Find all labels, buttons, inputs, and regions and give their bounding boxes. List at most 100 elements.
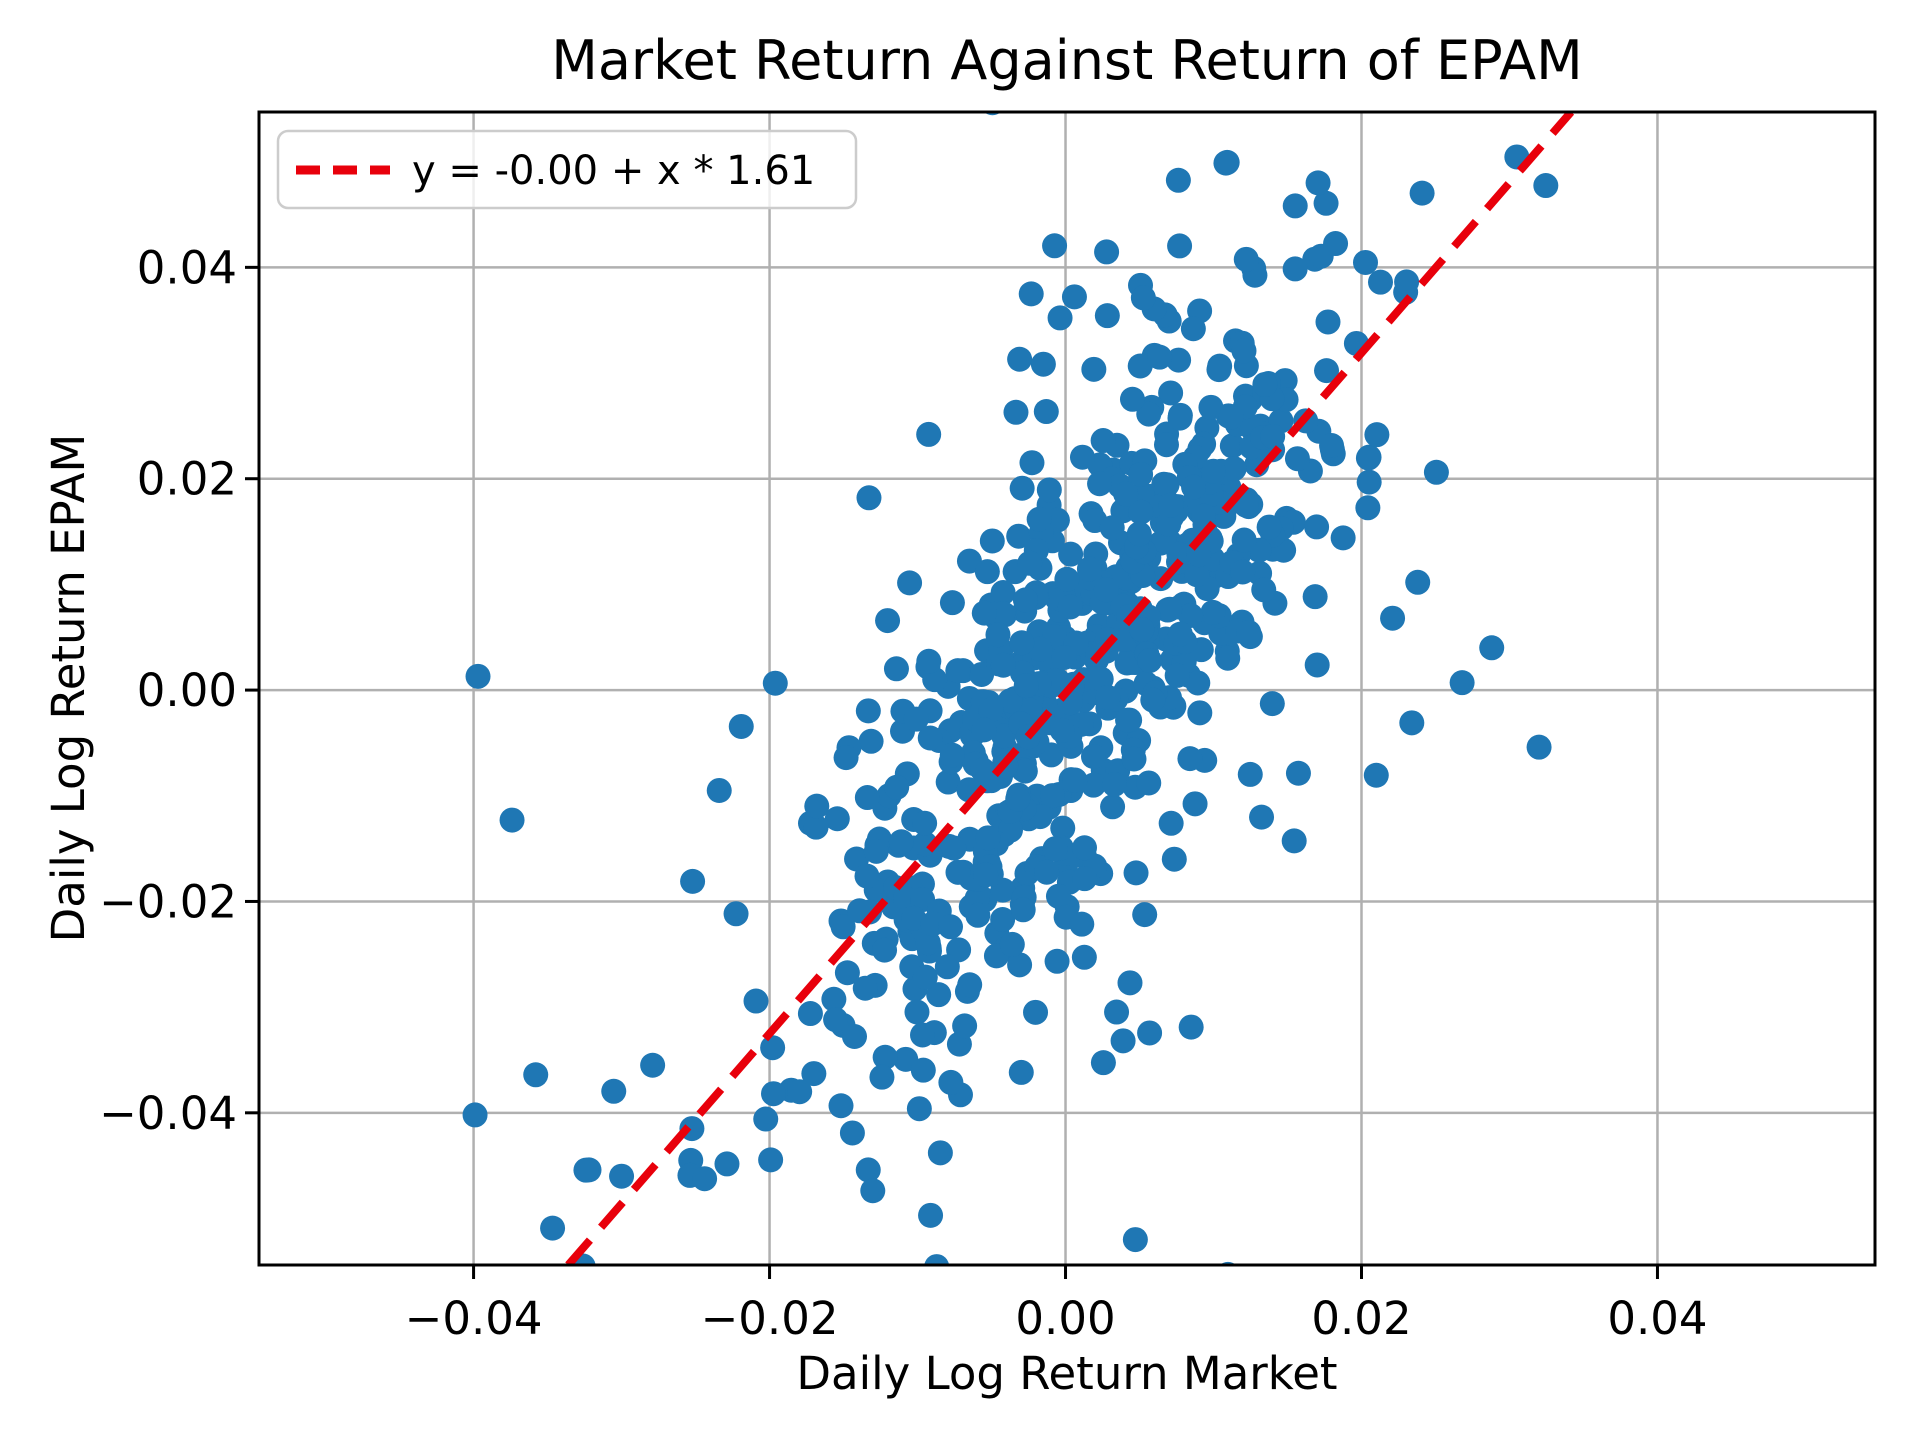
data-point [1049, 717, 1075, 743]
data-point [1399, 710, 1425, 736]
data-point [760, 1035, 786, 1061]
data-point [761, 1081, 787, 1107]
data-point [1177, 746, 1203, 772]
data-point [842, 1024, 868, 1050]
x-axis-label: Daily Log Return Market [796, 1347, 1337, 1400]
data-point [1364, 422, 1390, 448]
data-point [1132, 902, 1158, 928]
data-point [990, 601, 1016, 627]
data-point [830, 914, 856, 940]
data-point [1136, 770, 1162, 796]
data-point [1214, 149, 1240, 175]
data-point [1236, 619, 1262, 645]
data-point [499, 807, 525, 833]
data-point [1352, 249, 1378, 275]
data-point [1128, 461, 1154, 487]
data-point [1409, 180, 1435, 206]
data-point [1260, 423, 1286, 449]
data-point [692, 1166, 718, 1192]
data-point [858, 728, 884, 754]
data-point [990, 580, 1016, 606]
data-point [1128, 499, 1154, 525]
data-point [918, 1202, 944, 1228]
data-point [863, 838, 889, 864]
data-point [1058, 541, 1084, 567]
data-point [1237, 761, 1263, 787]
legend-box [276, 129, 858, 210]
data-point [1304, 652, 1330, 678]
data-point [990, 652, 1016, 678]
data-point [985, 622, 1011, 648]
data-point [1158, 810, 1184, 836]
data-point [1129, 616, 1155, 642]
data-point [1076, 556, 1102, 582]
data-point [1624, 0, 1649, 2]
data-point [1026, 506, 1052, 532]
data-point [939, 590, 965, 616]
data-point [924, 1254, 950, 1265]
data-point [926, 982, 952, 1008]
chart-title: Market Return Against Return of EPAM [551, 29, 1582, 92]
data-point [1114, 650, 1140, 676]
data-point [1405, 569, 1431, 595]
data-point [462, 1102, 488, 1128]
data-point [1127, 353, 1153, 379]
data-point [1007, 346, 1033, 372]
data-point [1206, 357, 1232, 383]
data-point [903, 706, 929, 732]
data-point [1130, 285, 1156, 311]
data-point [974, 559, 1000, 585]
data-point [636, 1295, 661, 1320]
data-point [1165, 167, 1191, 193]
data-point [1100, 794, 1126, 820]
data-point [897, 570, 923, 596]
data-point [1036, 477, 1062, 503]
data-point [970, 757, 996, 783]
data-point [1449, 670, 1475, 696]
data-point [1080, 743, 1106, 769]
data-point [1069, 911, 1095, 937]
data-point [1178, 603, 1204, 629]
x-tick-label: 0.02 [1311, 1292, 1411, 1345]
data-point [1030, 351, 1056, 377]
data-point [965, 902, 991, 928]
data-point [1013, 673, 1039, 699]
data-point [465, 663, 491, 689]
data-point [1093, 577, 1119, 603]
data-point [1533, 173, 1559, 199]
data-point [1039, 783, 1065, 809]
data-point [1200, 458, 1226, 484]
data-point [990, 906, 1016, 932]
data-point [1313, 190, 1339, 216]
data-point [839, 1120, 865, 1146]
data-point [934, 954, 960, 980]
y-axis-label: Daily Log Return EPAM [42, 434, 95, 943]
data-point [833, 745, 859, 771]
data-point [1259, 691, 1285, 717]
data-point [889, 1270, 914, 1295]
data-point [1302, 584, 1328, 610]
data-point [916, 421, 942, 447]
data-point [706, 777, 732, 803]
data-point [1010, 897, 1036, 923]
data-point [1018, 281, 1044, 307]
data-point [910, 1022, 936, 1048]
data-point [787, 1079, 813, 1105]
y-tick-label: −0.04 [99, 1087, 237, 1140]
data-point [678, 1296, 703, 1321]
data-point [938, 1069, 964, 1095]
data-point [1051, 644, 1077, 670]
data-point [1166, 347, 1192, 373]
data-point [1019, 450, 1045, 476]
data-point [1140, 687, 1166, 713]
data-point [884, 774, 910, 800]
data-point [1305, 170, 1331, 196]
data-point [912, 810, 938, 836]
data-point [1095, 684, 1121, 710]
data-point [915, 930, 941, 956]
data-point [1363, 762, 1389, 788]
data-point [975, 825, 1001, 851]
data-point [997, 688, 1023, 714]
data-point [828, 1093, 854, 1119]
data-point [1158, 492, 1184, 518]
